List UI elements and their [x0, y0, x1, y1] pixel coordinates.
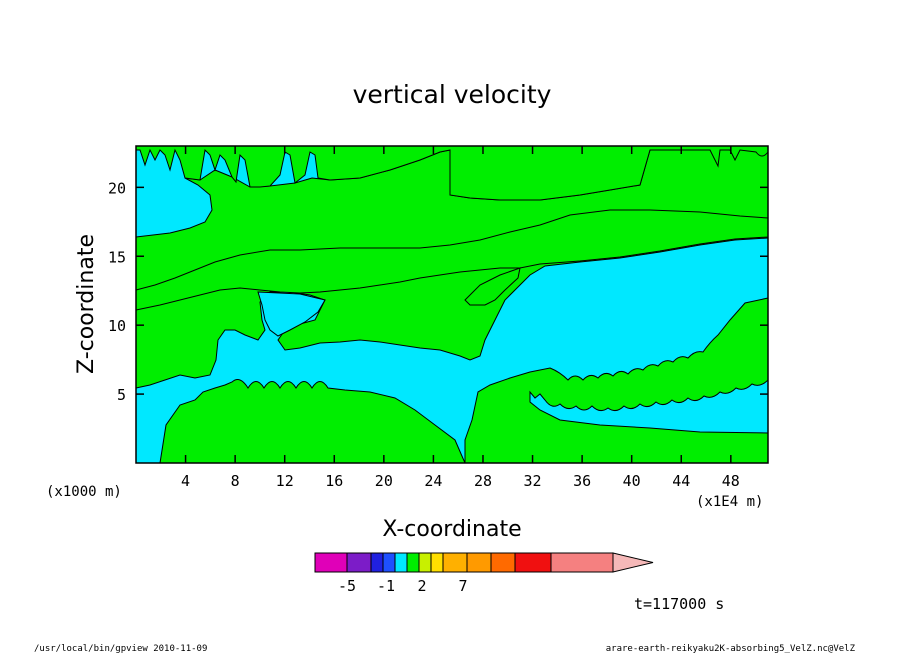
- colorbar-label: 7: [458, 577, 467, 595]
- colorbar-swatch: [466, 552, 492, 573]
- colorbar-swatch: [314, 552, 348, 573]
- x-tick-label: 32: [524, 472, 542, 490]
- region-positive-upper-band: [135, 209, 769, 311]
- colorbar-swatch: [346, 552, 372, 573]
- x-tick-label: 8: [231, 472, 240, 490]
- y-axis-label: Z-coordinate: [74, 234, 99, 374]
- time-label: t=117000 s: [634, 595, 724, 613]
- plot-frame: [135, 145, 769, 464]
- x-tick-label: 36: [573, 472, 591, 490]
- colorbar-swatch: [514, 552, 552, 573]
- x-tick-label: 16: [325, 472, 343, 490]
- colorbar-label: -5: [338, 577, 356, 595]
- chart-title: vertical velocity: [353, 80, 552, 109]
- colorbar-label: 2: [417, 577, 426, 595]
- region-positive-main: [159, 379, 466, 464]
- colorbar-swatch: [370, 552, 384, 573]
- x-axis-label: X-coordinate: [382, 517, 521, 542]
- x-tick-label: 24: [424, 472, 442, 490]
- x-tick-label: 12: [276, 472, 294, 490]
- colorbar-swatch: [382, 552, 396, 573]
- region-positive-blob: [464, 267, 521, 306]
- colorbar: -5 -1 2 7: [314, 552, 654, 595]
- colorbar-label: -1: [377, 577, 395, 595]
- y-tick-label: 15: [108, 248, 126, 266]
- footer-right: arare-earth-reikyaku2K-absorbing5_VelZ.n…: [606, 644, 856, 654]
- x-tick-label: 20: [375, 472, 393, 490]
- x-tick-label: 4: [181, 472, 190, 490]
- colorbar-swatch: [442, 552, 468, 573]
- plot-area: [135, 145, 769, 464]
- colorbar-swatch: [430, 552, 444, 573]
- x-tick-label: 40: [623, 472, 641, 490]
- y-tick-label: 10: [108, 317, 126, 335]
- region-positive-lower-right: [464, 297, 769, 464]
- x-unit-right: (x1E4 m): [696, 494, 763, 510]
- colorbar-swatch: [550, 552, 614, 573]
- region-top-fingers: [135, 145, 769, 201]
- x-tick-label: 28: [474, 472, 492, 490]
- region-negative-pocket: [257, 291, 326, 337]
- y-tick-label: 20: [108, 179, 126, 197]
- footer-left: /usr/local/bin/gpview 2010-11-09: [34, 644, 207, 654]
- colorbar-swatch: [406, 552, 420, 573]
- colorbar-swatch: [394, 552, 408, 573]
- colorbar-arrow: [612, 552, 654, 573]
- y-tick-label: 5: [117, 386, 126, 404]
- x-unit-left: (x1000 m): [46, 484, 122, 500]
- x-tick-label: 48: [722, 472, 740, 490]
- colorbar-swatch: [418, 552, 432, 573]
- colorbar-swatch: [490, 552, 516, 573]
- x-tick-label: 44: [672, 472, 690, 490]
